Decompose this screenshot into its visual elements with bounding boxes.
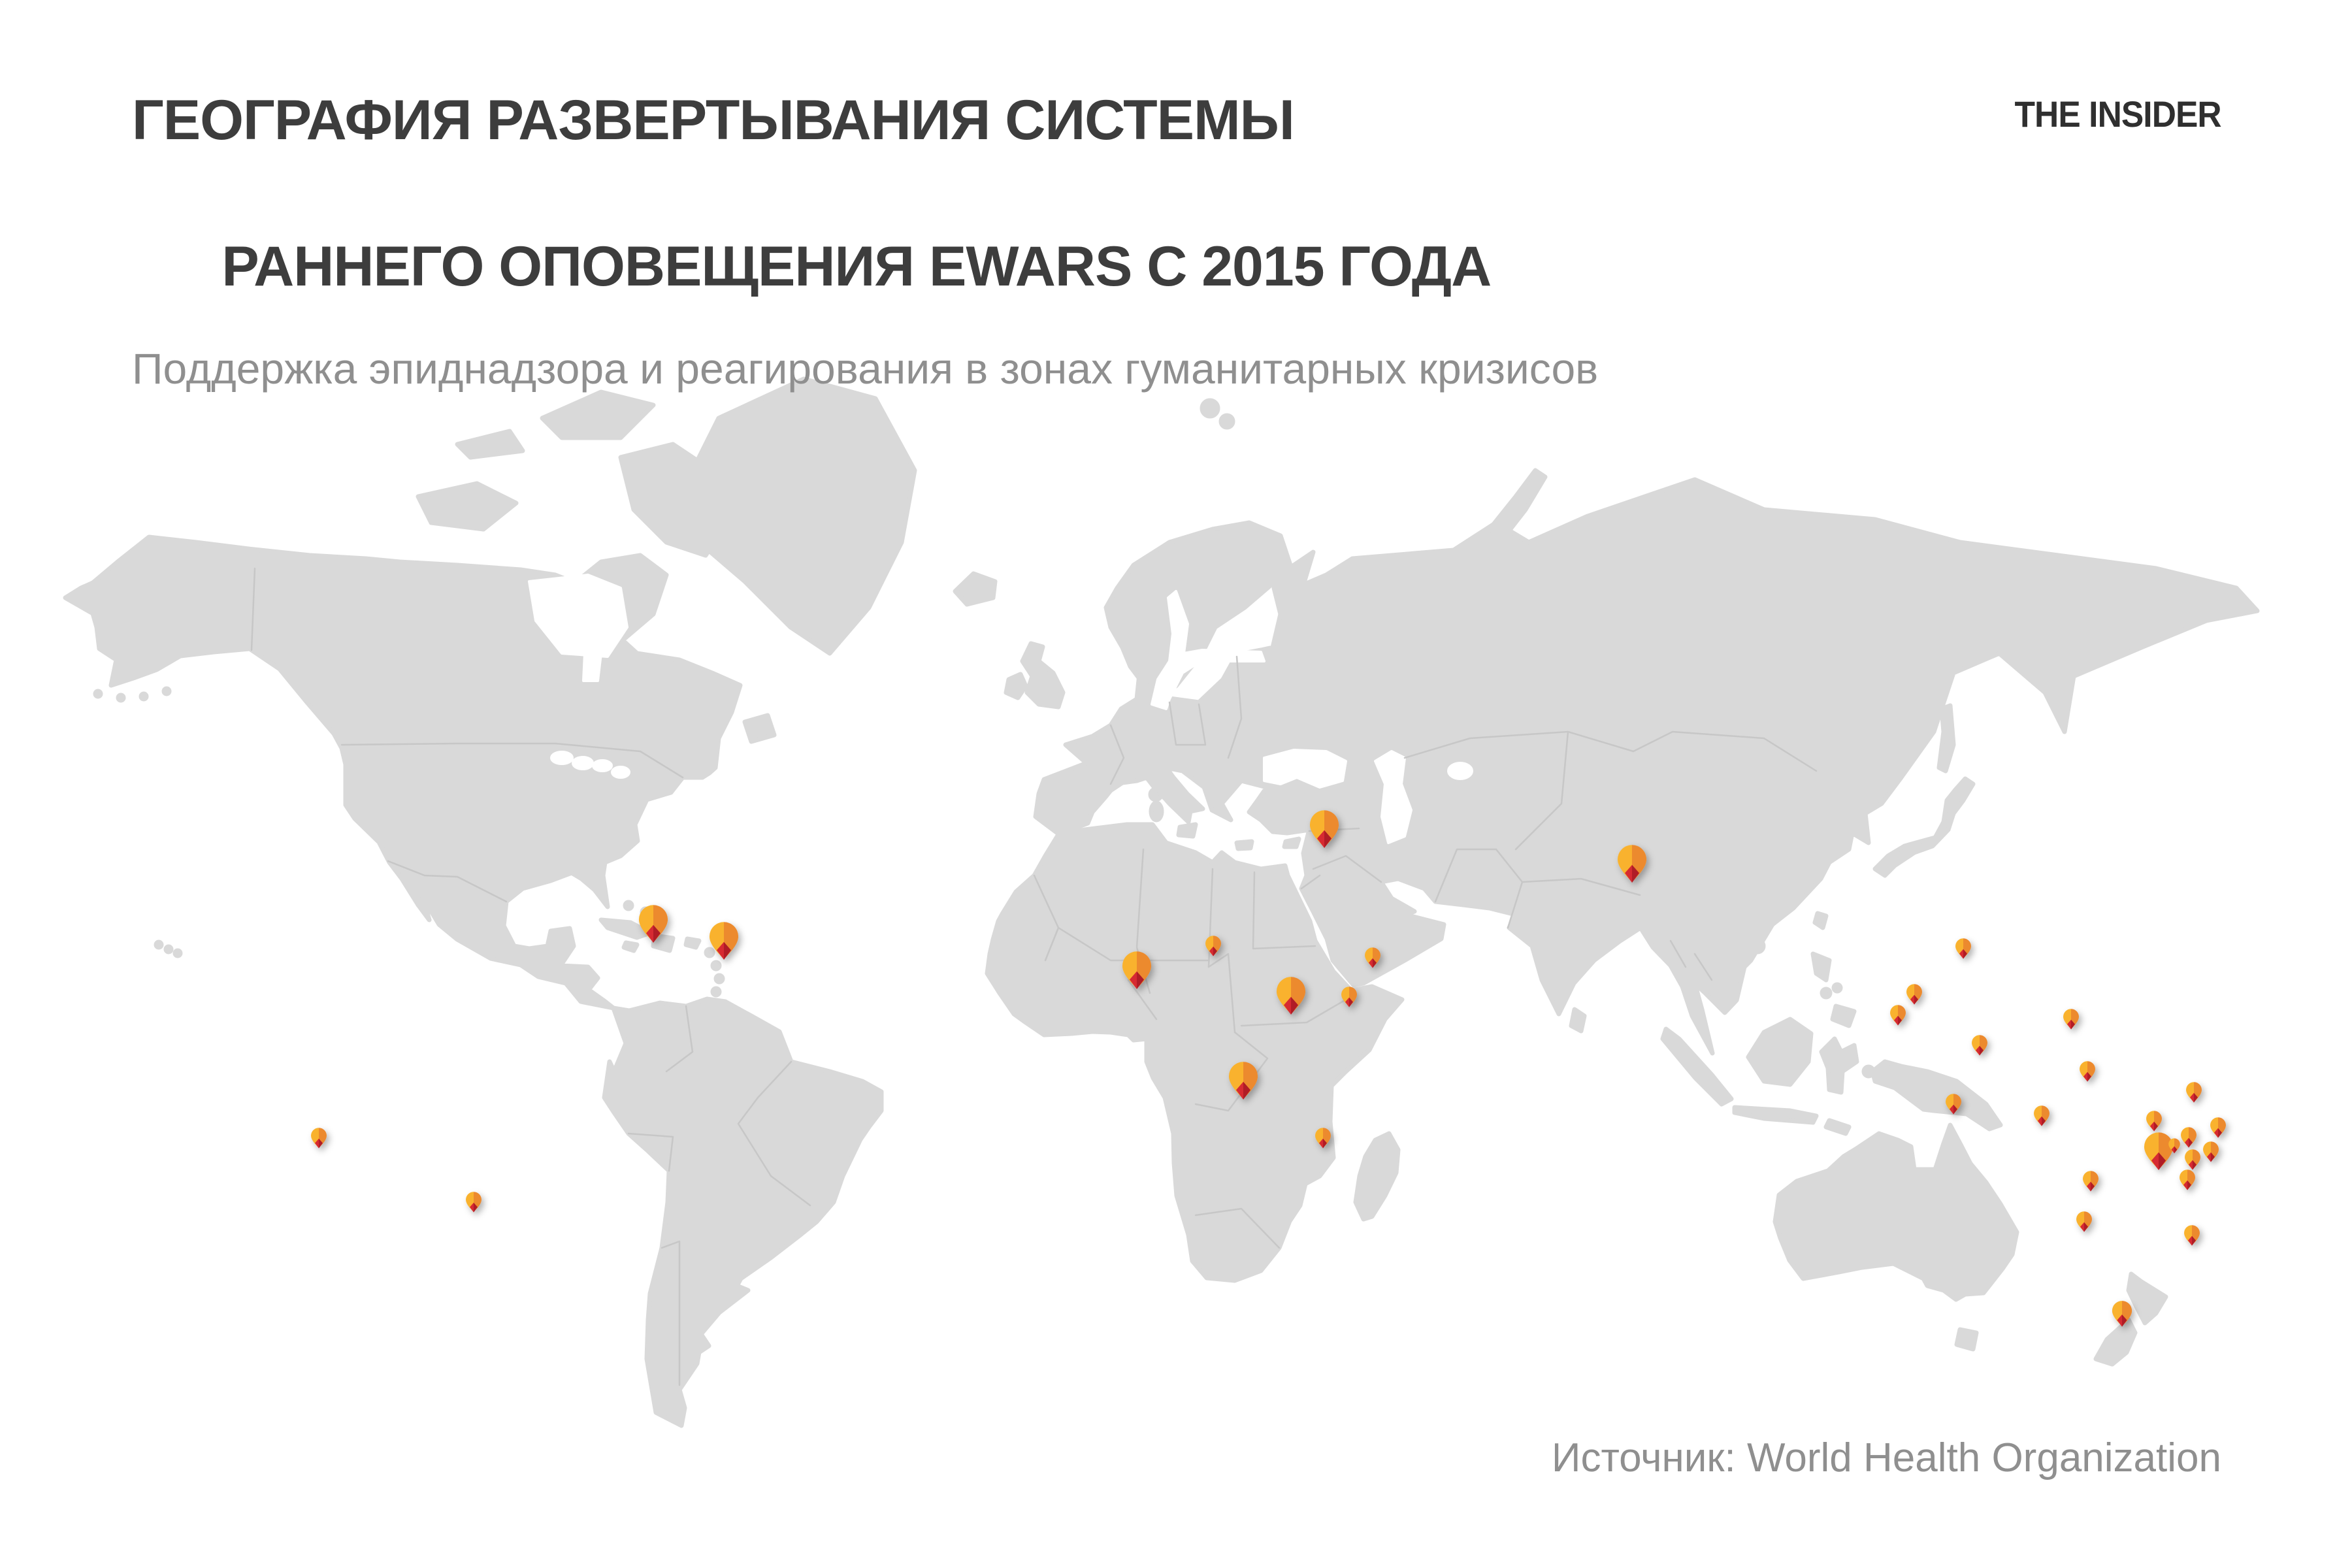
seas bbox=[528, 574, 1473, 1120]
map-marker bbox=[2210, 1117, 2226, 1138]
page-subtitle: Поддержка эпиднадзора и реагирования в з… bbox=[132, 344, 1599, 393]
map-marker bbox=[2144, 1132, 2174, 1171]
map-marker bbox=[2083, 1171, 2099, 1192]
map-marker bbox=[1972, 1035, 1987, 1056]
header: ГЕОГРАФИЯ РАЗВЕРТЫВАНИЯ СИСТЕМЫ РАННЕГО … bbox=[132, 84, 1598, 393]
map-marker bbox=[2185, 1149, 2200, 1170]
map-marker bbox=[1906, 984, 1922, 1005]
map-marker bbox=[466, 1192, 482, 1213]
map-marker bbox=[1890, 1005, 1906, 1026]
map-marker bbox=[2184, 1225, 2200, 1246]
landmasses bbox=[63, 376, 2260, 1428]
map-marker bbox=[2080, 1061, 2095, 1082]
brand-logo: THE INSIDER bbox=[2014, 93, 2222, 135]
map-marker bbox=[2146, 1111, 2162, 1132]
map-marker bbox=[2186, 1082, 2202, 1103]
map-marker bbox=[2180, 1169, 2195, 1190]
title-line-2: РАННЕГО ОПОВЕЩЕНИЯ EWARS С 2015 ГОДА bbox=[221, 235, 1492, 298]
map-marker bbox=[2076, 1211, 2092, 1232]
map-marker bbox=[311, 1128, 327, 1149]
map-marker bbox=[2063, 1009, 2079, 1030]
page-title: ГЕОГРАФИЯ РАЗВЕРТЫВАНИЯ СИСТЕМЫ РАННЕГО … bbox=[132, 84, 1598, 303]
map-marker bbox=[2034, 1105, 2050, 1126]
title-line-1: ГЕОГРАФИЯ РАЗВЕРТЫВАНИЯ СИСТЕМЫ bbox=[132, 89, 1295, 152]
map-marker bbox=[1955, 938, 1971, 959]
map-marker bbox=[2203, 1141, 2219, 1162]
country-borders bbox=[250, 567, 1818, 1386]
map-marker bbox=[2181, 1127, 2197, 1148]
source-note: Источник: World Health Organization bbox=[1551, 1435, 2221, 1480]
